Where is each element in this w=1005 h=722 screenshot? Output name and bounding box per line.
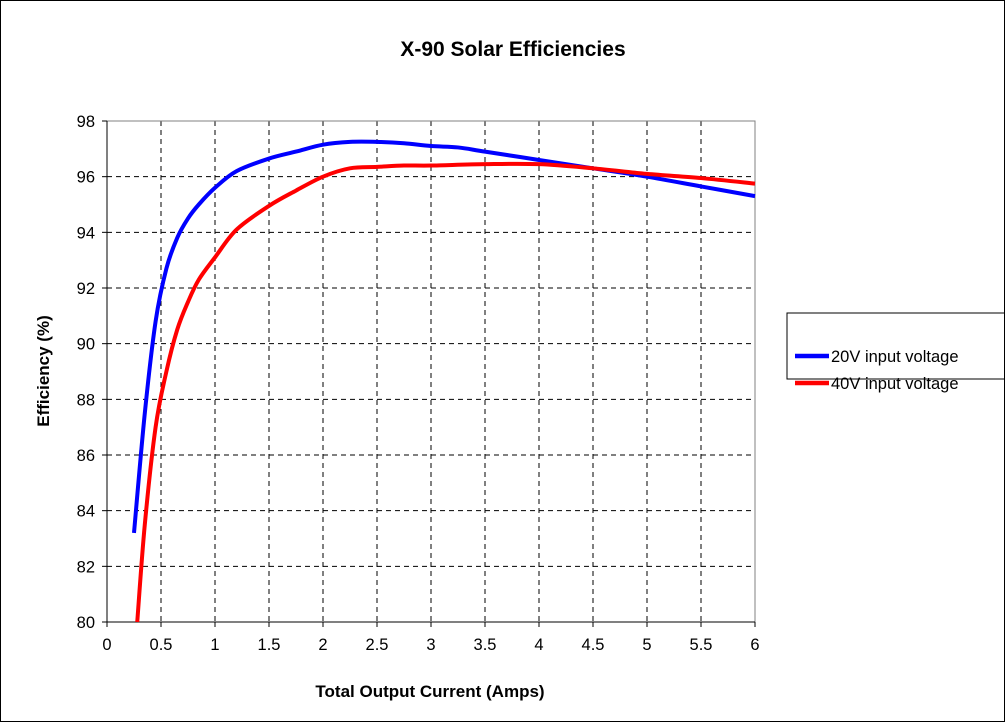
x-tick-label: 5.5: [690, 636, 713, 654]
y-tick-label: 96: [77, 169, 95, 187]
x-tick-label: 3: [426, 636, 435, 654]
x-tick-label: 0: [102, 636, 111, 654]
x-tick-label: 1.5: [258, 636, 281, 654]
y-tick-label: 84: [77, 503, 95, 521]
axes: [102, 120, 756, 627]
series-line-0: [132, 139, 756, 534]
x-tick-label: 3.5: [474, 636, 497, 654]
x-axis-label: Total Output Current (Amps): [315, 682, 544, 701]
x-tick-label: 5: [642, 636, 651, 654]
x-tick-label: 4.5: [582, 636, 605, 654]
y-tick-label: 98: [77, 113, 95, 131]
y-axis-label: Efficiency (%): [34, 315, 53, 426]
chart-title: X-90 Solar Efficiencies: [400, 38, 625, 61]
x-tick-label: 2.5: [366, 636, 389, 654]
x-tick-label: 2: [318, 636, 327, 654]
y-tick-label: 80: [77, 614, 95, 632]
legend-box: [786, 312, 1004, 380]
x-tick-label: 4: [534, 636, 543, 654]
legend-label-20v: 20V input voltage: [831, 348, 959, 366]
x-tick-label: 1: [210, 636, 219, 654]
grid: [107, 121, 755, 622]
x-tick-label: 6: [750, 636, 759, 654]
legend-label-40v: 40V input voltage: [831, 375, 959, 393]
y-tick-label: 86: [77, 447, 95, 465]
x-tick-label: 0.5: [150, 636, 173, 654]
y-tick-label: 88: [77, 391, 95, 409]
y-tick-labels: 80 82 84 86 88 90 92 94 96 98: [77, 113, 95, 632]
x-tick-labels: 0 0.5 1 1.5 2 2.5 3 3.5 4 4.5 5 5.5 6: [102, 636, 759, 654]
y-tick-label: 82: [77, 558, 95, 576]
legend: 20V input voltage 40V input voltage: [786, 312, 1004, 393]
y-tick-label: 92: [77, 280, 95, 298]
series-lines: [132, 139, 756, 623]
y-tick-label: 94: [77, 224, 95, 242]
y-tick-label: 90: [77, 336, 95, 354]
series-line-1: [135, 161, 756, 623]
